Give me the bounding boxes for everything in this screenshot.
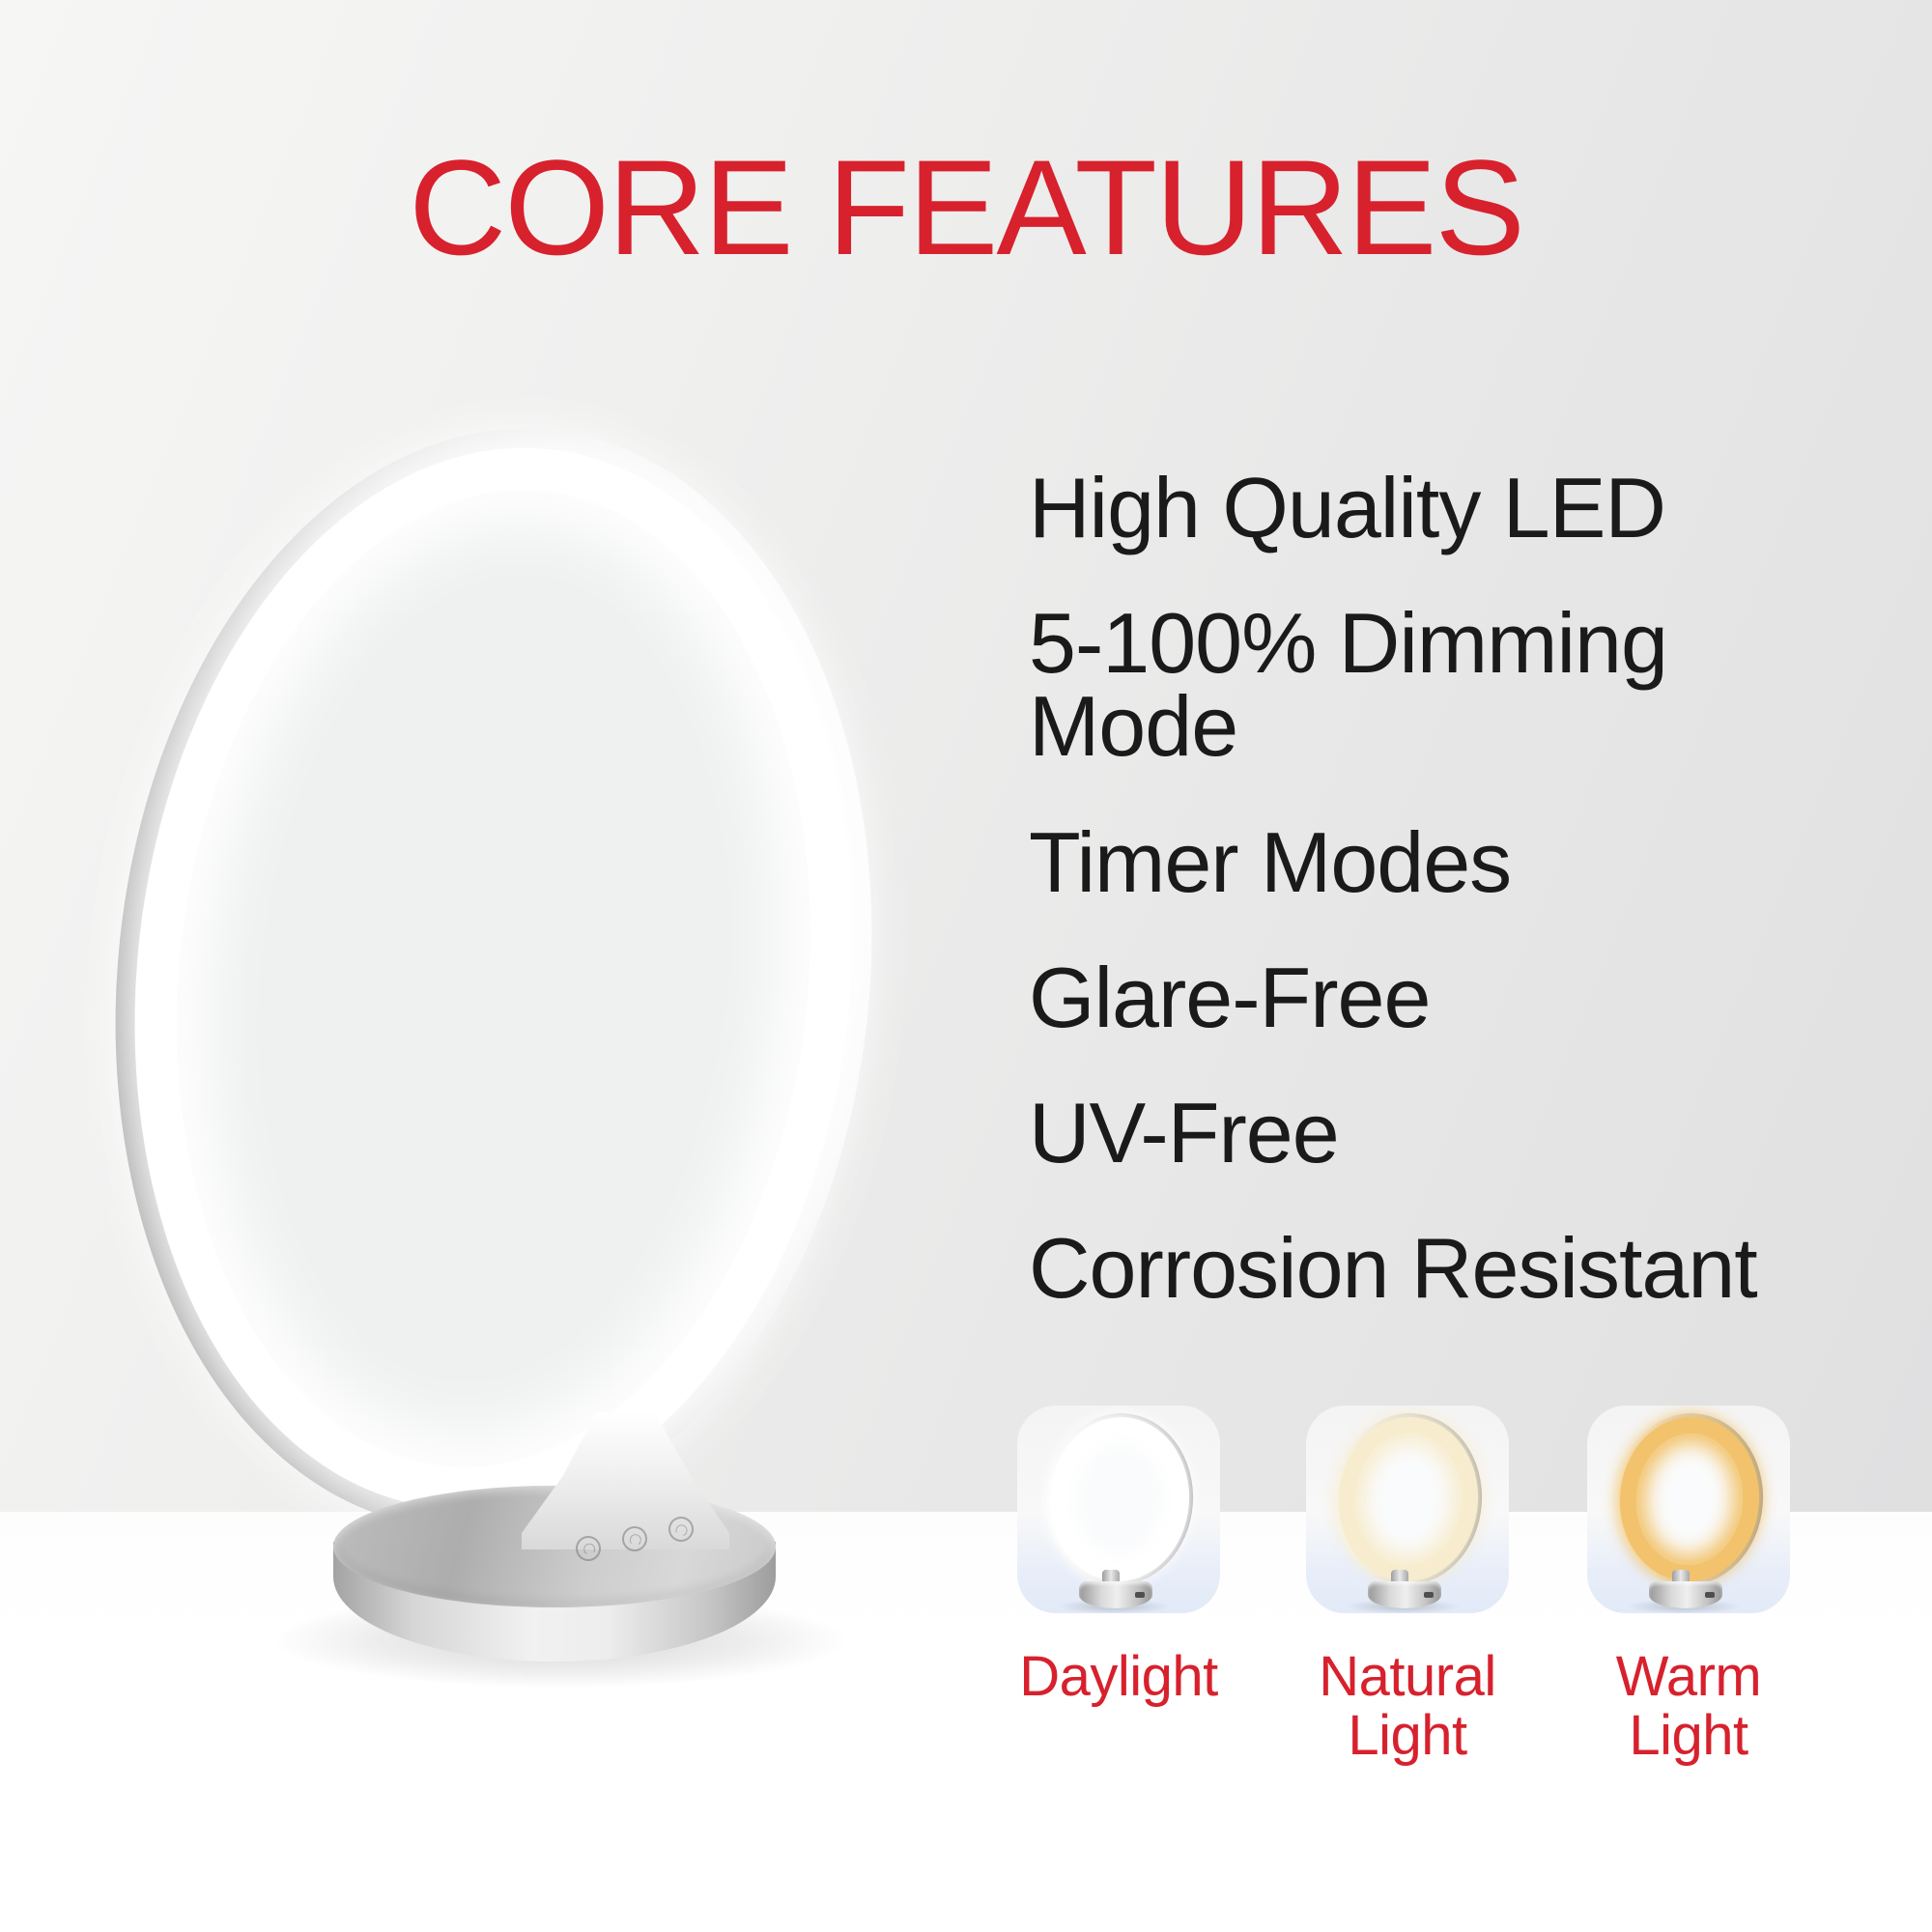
- feature-list: High Quality LED 5-100% Dimming Mode Tim…: [1029, 460, 1802, 1317]
- page-title: CORE FEATURES: [409, 131, 1525, 283]
- feature-item: High Quality LED: [1029, 460, 1666, 555]
- feature-item: 5-100% Dimming Mode: [1029, 595, 1668, 775]
- light-mode-card-natural: [1306, 1406, 1509, 1613]
- light-mode-card-warm: [1587, 1406, 1790, 1613]
- feature-item: Timer Modes: [1029, 813, 1512, 910]
- feature-item: UV-Free: [1029, 1085, 1340, 1181]
- mini-lamp-ring: [1039, 1407, 1200, 1591]
- light-mode-label: Warm Light: [1615, 1645, 1762, 1768]
- mini-lamp-ring: [1609, 1407, 1770, 1591]
- light-mode-card-daylight: [1017, 1406, 1220, 1613]
- mini-lamp-port: [1705, 1592, 1715, 1598]
- mini-lamp-ring: [1328, 1407, 1489, 1591]
- feature-item: Corrosion Resistant: [1029, 1220, 1758, 1317]
- light-mode-label: Natural Light: [1319, 1645, 1496, 1768]
- light-mode-label: Daylight: [1019, 1645, 1218, 1708]
- feature-item: Glare-Free: [1029, 949, 1431, 1045]
- mini-lamp-port: [1135, 1592, 1145, 1598]
- mini-lamp-port: [1424, 1592, 1434, 1598]
